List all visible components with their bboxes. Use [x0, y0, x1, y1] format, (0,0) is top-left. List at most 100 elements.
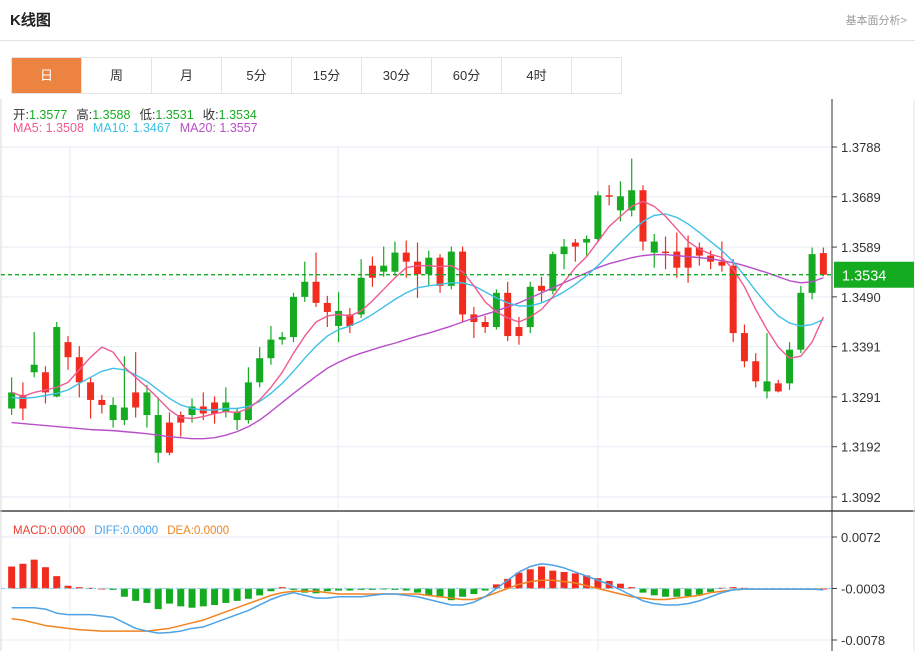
ma-legend: MA5: 1.3508 MA10: 1.3467 MA20: 1.3557	[13, 121, 258, 135]
dea-value: 0.0000	[194, 525, 230, 537]
candle-body	[323, 302, 331, 312]
macd-bar	[368, 588, 376, 590]
macd-histogram	[8, 559, 827, 610]
open-value: 1.3577	[28, 108, 68, 122]
macd-bar	[19, 563, 27, 589]
ma10-line	[11, 213, 824, 411]
macd-value: 0.0000	[50, 525, 86, 537]
candle-body	[797, 292, 805, 350]
macd-bar	[64, 585, 72, 589]
candle-body	[222, 402, 230, 412]
macd-bar	[199, 588, 207, 607]
macd-bar	[233, 588, 241, 601]
price-axis-label-6: 1.3192	[841, 440, 881, 455]
candle-body	[718, 261, 726, 266]
ma5-label: MA5:	[13, 121, 43, 135]
macd-bar	[515, 572, 523, 589]
ma10-value: 1.3467	[132, 121, 171, 135]
candle-body	[368, 265, 376, 278]
price-axis-label-4: 1.3391	[841, 340, 881, 355]
tab-月[interactable]: 月	[152, 58, 222, 93]
candle-body	[786, 349, 794, 384]
macd-bar	[560, 572, 568, 589]
price-axis-label-7: 1.3092	[841, 490, 881, 505]
macd-bar	[289, 588, 297, 590]
macd-bar	[628, 587, 636, 589]
ma20-line	[11, 253, 824, 440]
candle-body	[526, 286, 534, 328]
period-tabbar: 日周月 5分 15分 30分 60分 4时	[11, 57, 622, 94]
chart-canvas[interactable]: 1.3534 1.3788 1.3689 1.3589 1.3490 1.3391 1.32…	[0, 99, 915, 651]
fundamental-analysis-link[interactable]: 基本面分析>	[845, 15, 907, 27]
candle-body	[628, 190, 636, 211]
macd-bar	[583, 575, 591, 589]
candle-body	[752, 361, 760, 382]
tab-4时[interactable]: 4时	[502, 58, 572, 93]
macd-bar	[132, 588, 140, 601]
macd-bar	[492, 584, 500, 589]
candle-body	[594, 195, 602, 240]
macd-axis-label-0: 0.0072	[841, 530, 881, 545]
macd-bar	[639, 588, 647, 593]
macd-bar	[718, 587, 726, 589]
macd-bar	[53, 576, 61, 589]
tab-5分[interactable]: 5分	[222, 58, 292, 93]
candle-body	[740, 333, 748, 362]
candle-body	[605, 195, 613, 197]
candle-body	[695, 247, 703, 256]
candle-body	[380, 265, 388, 272]
candle-body	[639, 190, 647, 242]
candle-body	[301, 281, 309, 297]
candle-series	[8, 158, 827, 463]
candlestick-macd-svg[interactable]: 1.3534 1.3788 1.3689 1.3589 1.3490 1.3391 1.32…	[0, 99, 915, 651]
candle-body	[583, 239, 591, 243]
macd-bar	[436, 588, 444, 598]
high-value: 1.3588	[92, 108, 131, 122]
current-price-tag-label: 1.3534	[842, 269, 886, 285]
macd-bar	[143, 588, 151, 603]
macd-bar	[402, 588, 410, 591]
tab-周[interactable]: 周	[82, 58, 152, 93]
candle-body	[414, 261, 421, 275]
panel-frames	[0, 99, 915, 651]
candle-body	[278, 337, 286, 340]
price-axis-label-2: 1.3589	[841, 240, 881, 255]
macd-bar	[673, 588, 681, 597]
candle-body	[357, 277, 365, 315]
macd-bar	[391, 588, 399, 590]
macd-bar	[8, 566, 16, 589]
tab-blank[interactable]	[572, 58, 621, 93]
macd-bar	[695, 588, 703, 595]
price-axis-label-3: 1.3490	[841, 290, 881, 305]
macd-bar	[380, 588, 388, 590]
ma10-label: MA10:	[92, 121, 130, 135]
candle-body	[650, 241, 658, 253]
candle-body	[774, 383, 782, 392]
candle-body	[549, 254, 557, 291]
macd-bar	[470, 588, 478, 594]
candle-body	[177, 415, 185, 423]
candle-body	[233, 411, 241, 421]
macd-bar	[256, 588, 264, 596]
macd-bar	[357, 588, 365, 590]
candle-body	[267, 339, 275, 359]
macd-bar	[707, 588, 715, 592]
candle-body	[402, 252, 410, 262]
macd-bar	[222, 588, 230, 603]
macd-bar	[30, 559, 38, 589]
macd-bar	[538, 566, 546, 589]
macd-bar	[244, 588, 252, 599]
tab-15分[interactable]: 15分	[292, 58, 362, 93]
macd-bar	[526, 569, 534, 589]
candle-body	[154, 415, 162, 453]
tab-60分[interactable]: 60分	[432, 58, 502, 93]
macd-bar	[120, 588, 128, 597]
ma5-value: 1.3508	[45, 121, 84, 135]
candle-body	[120, 407, 128, 421]
tab-30分[interactable]: 30分	[362, 58, 432, 93]
candle-body	[41, 372, 49, 393]
candle-body	[289, 296, 297, 338]
ma5-line	[11, 200, 825, 420]
tab-日[interactable]: 日	[12, 58, 82, 93]
